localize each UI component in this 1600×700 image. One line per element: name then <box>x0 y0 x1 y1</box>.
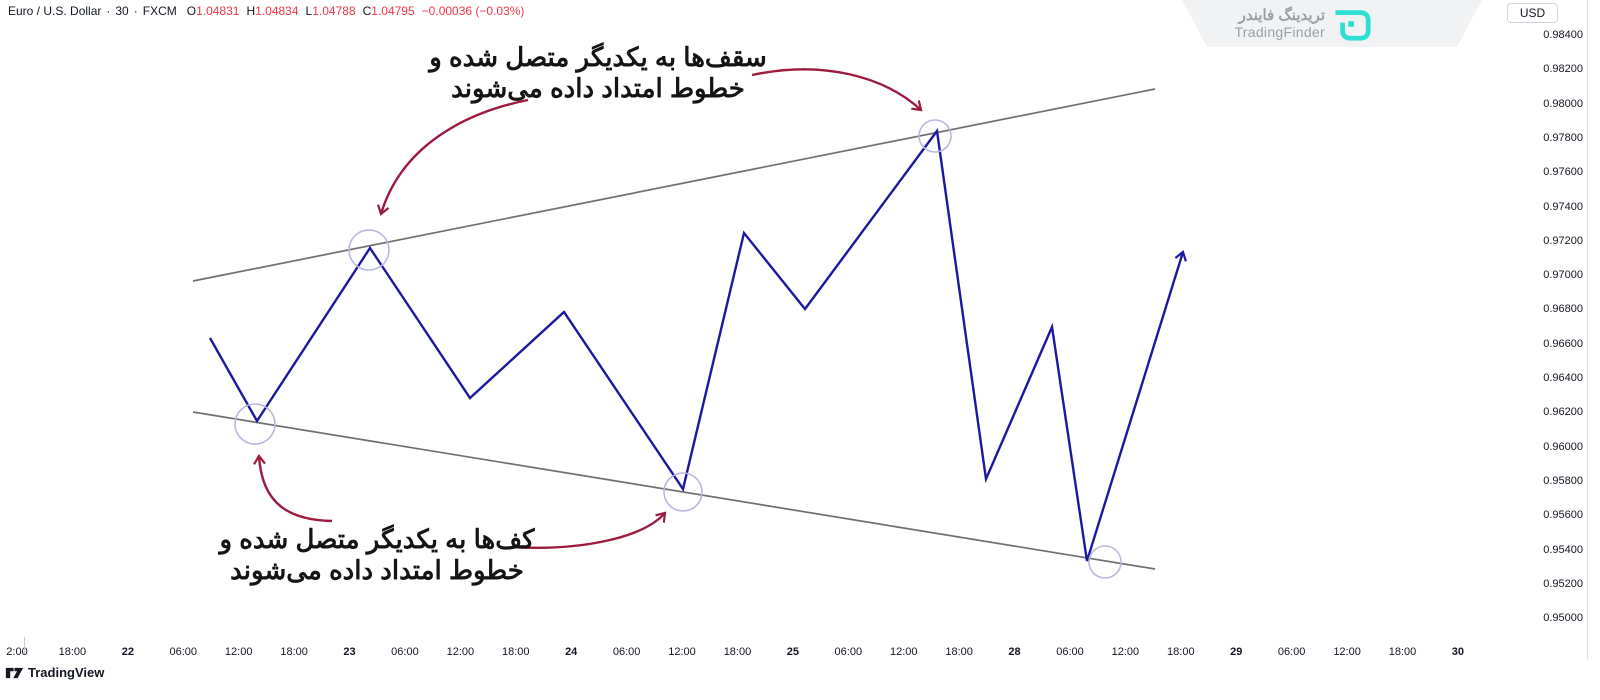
price-tick-label: 0.96800 <box>1543 303 1583 316</box>
pivot-highlight-circle[interactable] <box>663 472 703 512</box>
price-tick-label: 0.97800 <box>1543 131 1583 144</box>
time-tick-label: 06:00 <box>391 646 419 658</box>
time-tick-label: 06:00 <box>169 646 198 658</box>
lower-trendline[interactable] <box>192 411 1156 570</box>
annotation-tops-connected[interactable]: سقف‌ها به یکدیگر متصل شده و خطوط امتداد … <box>429 42 767 103</box>
time-tick-label: 06:00 <box>1277 646 1306 658</box>
time-tick-label: 18:00 <box>502 646 530 658</box>
tradingview-logo-text: TradingView <box>28 665 105 680</box>
time-axis-tick <box>24 637 25 654</box>
pivot-highlight-circle[interactable] <box>234 403 276 445</box>
price-tick-label: 0.95600 <box>1543 509 1583 522</box>
price-change: −0.00036 (−0.03%) <box>421 4 525 18</box>
annotation-bottoms-connected[interactable]: کف‌ها به یکدیگر متصل شده و خطوط امتداد د… <box>219 524 534 585</box>
price-tick-label: 0.97000 <box>1543 269 1583 282</box>
time-tick-label: 18:00 <box>280 646 308 658</box>
price-tick-label: 0.98000 <box>1543 97 1583 110</box>
tradingfinder-logo-icon <box>1334 5 1372 43</box>
time-tick-label: 18:00 <box>723 646 752 658</box>
pivot-highlight-circle[interactable] <box>348 229 390 271</box>
tradingfinder-name: تریدینگ فایندر TradingFinder <box>1234 7 1325 40</box>
time-tick-label: 2:00 <box>6 646 28 658</box>
upper-trendline[interactable] <box>192 88 1156 282</box>
time-tick-label: 18:00 <box>1388 646 1417 658</box>
arrow-to-lower-touch-2[interactable] <box>511 511 667 549</box>
price-tick-label: 0.96200 <box>1543 406 1583 419</box>
time-tick-label: 06:00 <box>1056 646 1084 658</box>
time-tick-label: 18:00 <box>1167 646 1195 658</box>
ohlc-item: C1.04795 <box>362 4 415 18</box>
annotation-line: سقف‌ها به یکدیگر متصل شده و <box>429 42 767 72</box>
price-tick-label: 0.96600 <box>1543 337 1583 350</box>
price-tick-label: 0.97600 <box>1543 166 1583 179</box>
time-tick-day-label: 28 <box>1008 646 1021 658</box>
tradingview-logo[interactable]: TradingView <box>5 665 104 680</box>
price-tick-label: 0.98200 <box>1543 63 1583 76</box>
tradingfinder-name-english: TradingFinder <box>1234 24 1325 41</box>
zigzag-price-line[interactable] <box>208 127 1187 562</box>
time-tick-label: 12:00 <box>1111 646 1140 658</box>
price-tick-label: 0.95800 <box>1543 474 1583 487</box>
exchange[interactable]: FXCM <box>142 4 177 18</box>
time-tick-label: 18:00 <box>58 646 87 658</box>
annotation-line: خطوط امتداد داده می‌شوند <box>451 72 745 103</box>
chart-right-border <box>1587 0 1588 660</box>
pivot-highlight-circle[interactable] <box>918 119 952 153</box>
annotation-line: کف‌ها به یکدیگر متصل شده و <box>219 524 535 554</box>
separator: · <box>133 4 138 18</box>
time-tick-label: 12:00 <box>1333 646 1361 658</box>
symbol-name[interactable]: Euro / U.S. Dollar <box>8 4 102 18</box>
price-tick-label: 0.97400 <box>1543 200 1583 213</box>
time-tick-day-label: 29 <box>1230 646 1243 658</box>
price-tick-label: 0.96400 <box>1543 372 1583 384</box>
time-tick-label: 12:00 <box>889 646 918 658</box>
interval[interactable]: 30 <box>115 4 129 18</box>
tradingfinder-watermark: تریدینگ فایندر TradingFinder <box>1182 0 1482 47</box>
ohlc-item: L1.04788 <box>305 4 356 18</box>
time-tick-label: 12:00 <box>446 646 475 658</box>
time-tick-day-label: 24 <box>565 646 578 658</box>
ohlc-values: O1.04831 H1.04834 L1.04788 C1.04795 <box>187 4 422 18</box>
price-tick-label: 0.97200 <box>1543 234 1583 247</box>
separator: · <box>106 4 111 18</box>
time-tick-label: 18:00 <box>945 646 973 658</box>
arrow-to-upper-touch-2[interactable] <box>751 68 923 112</box>
price-tick-label: 0.98400 <box>1543 29 1583 41</box>
time-tick-day-label: 30 <box>1451 646 1465 658</box>
price-tick-label: 0.95000 <box>1543 612 1583 625</box>
tradingfinder-name-farsi: تریدینگ فایندر <box>1238 6 1325 24</box>
annotation-line: خطوط امتداد داده می‌شوند <box>230 554 524 585</box>
arrow-to-lower-touch-1[interactable] <box>253 454 333 523</box>
time-tick-label: 06:00 <box>834 646 863 658</box>
time-tick-label: 12:00 <box>668 646 696 658</box>
time-tick-label: 06:00 <box>612 646 641 658</box>
symbol-header: Euro / U.S. Dollar · 30 · FXCM O1.04831 H… <box>8 4 524 18</box>
time-tick-day-label: 22 <box>121 646 134 658</box>
time-tick-day-label: 23 <box>343 646 356 658</box>
tradingview-logo-icon <box>5 667 24 678</box>
price-tick-label: 0.96000 <box>1543 440 1583 453</box>
arrow-to-upper-touch-1[interactable] <box>376 98 529 216</box>
time-tick-label: 12:00 <box>224 646 253 658</box>
pivot-highlight-circle[interactable] <box>1088 545 1122 579</box>
ohlc-item: H1.04834 <box>246 4 299 18</box>
price-tick-label: 0.95400 <box>1543 543 1583 556</box>
time-tick-day-label: 25 <box>786 646 799 658</box>
price-tick-label: 0.95200 <box>1543 577 1583 590</box>
ohlc-item: O1.04831 <box>186 4 240 18</box>
currency-usd-button[interactable]: USD <box>1507 3 1558 23</box>
